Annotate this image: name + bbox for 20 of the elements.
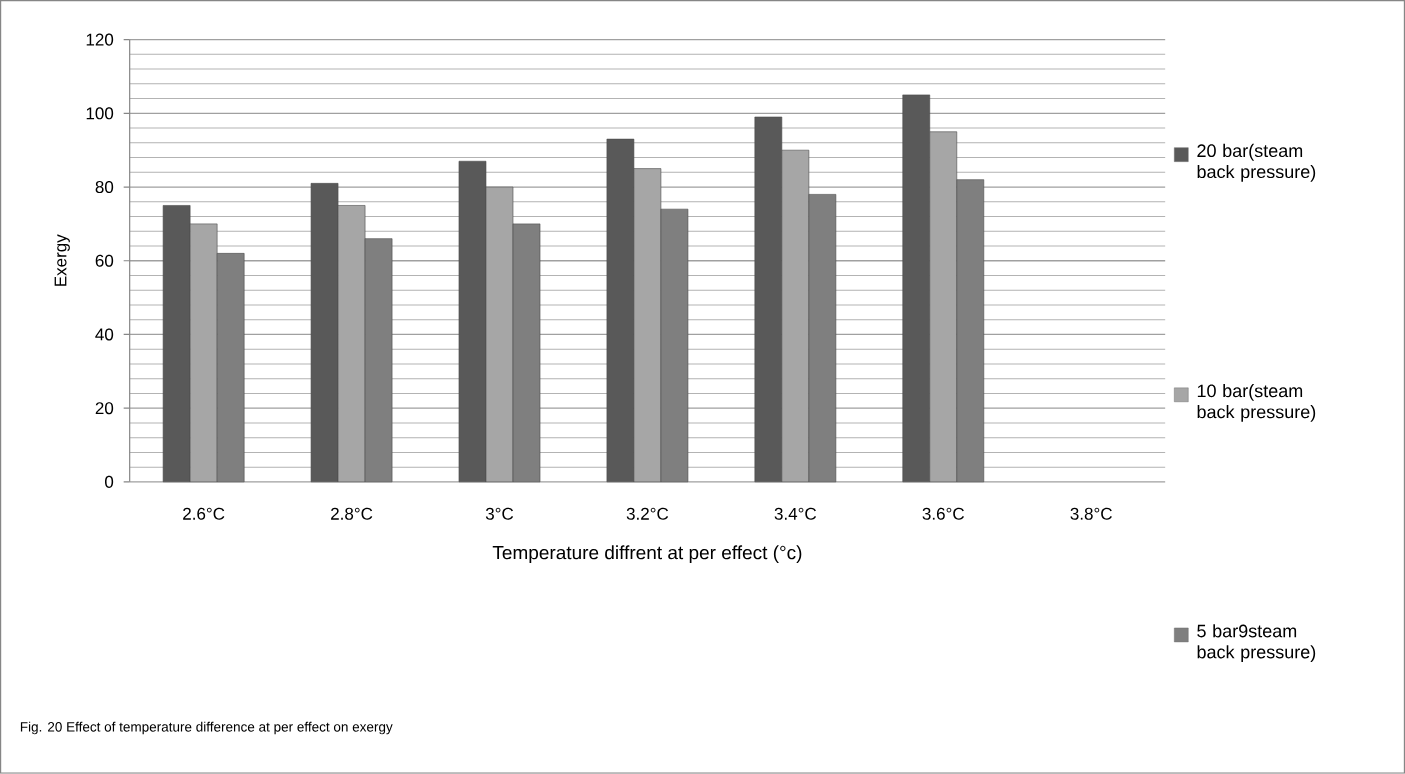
x-tick-label: 2.8°C [331,507,373,520]
legend-label: 20 bar(steam back pressure) [1197,144,1316,182]
legend-label: 10 bar(steam back pressure) [1197,384,1316,422]
x-tick-label: 3.2°C [626,507,669,520]
y-tick-label: 0 [105,476,114,489]
y-tick-label: 40 [95,328,114,341]
y-tick-label: 60 [95,254,114,267]
caption: Fig. 20 Effect of temperature difference at per effect on exergy [20,721,393,735]
legend-label: 5 bar9steam back pressure) [1197,624,1316,663]
y-tick-label: 80 [95,181,114,194]
x-tick-label: 3.4°C [774,507,817,520]
x-tick-label: 3.6°C [922,507,965,520]
x-tick-label: 3°C [485,507,514,520]
x-tick-label: 3.8°C [1070,507,1112,520]
y-tick-label: 100 [86,107,114,120]
y-tick-label: 20 [95,402,114,415]
x-axis-title: Temperature diffrent at per effect (°c) [492,545,802,564]
y-tick-label: 120 [86,33,114,46]
x-tick-label: 2.6°C [183,507,225,520]
y-axis-title: Exergy [54,234,70,286]
